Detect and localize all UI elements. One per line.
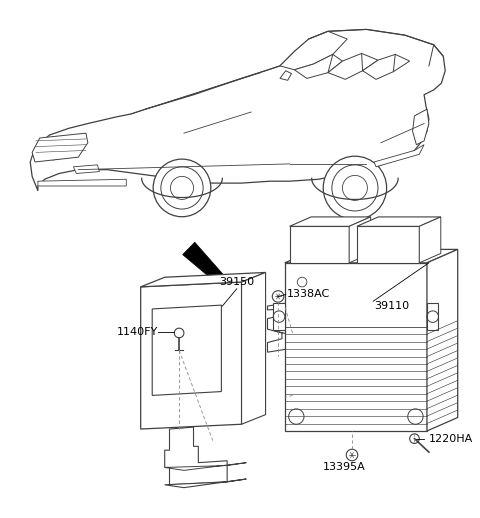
Text: 39110: 39110	[374, 301, 409, 311]
Circle shape	[174, 328, 184, 338]
Polygon shape	[294, 54, 342, 78]
Polygon shape	[427, 303, 439, 330]
Polygon shape	[38, 145, 73, 159]
Text: 1140FY: 1140FY	[117, 327, 158, 337]
Polygon shape	[289, 226, 349, 263]
Polygon shape	[141, 272, 265, 287]
Polygon shape	[362, 54, 409, 79]
Polygon shape	[357, 226, 420, 263]
Text: 13395A: 13395A	[323, 463, 366, 472]
Circle shape	[409, 434, 420, 443]
Text: 1338AC: 1338AC	[287, 289, 330, 298]
Polygon shape	[289, 217, 371, 226]
Polygon shape	[328, 53, 378, 79]
Polygon shape	[412, 109, 429, 145]
Polygon shape	[285, 249, 458, 263]
Polygon shape	[152, 305, 221, 395]
Polygon shape	[267, 302, 291, 352]
Polygon shape	[420, 217, 441, 263]
Polygon shape	[183, 242, 239, 298]
Polygon shape	[32, 133, 88, 162]
Circle shape	[323, 156, 386, 220]
Circle shape	[346, 449, 358, 461]
Polygon shape	[165, 427, 227, 485]
Circle shape	[272, 291, 284, 302]
Circle shape	[153, 159, 211, 217]
Polygon shape	[273, 303, 285, 330]
Polygon shape	[374, 145, 424, 167]
Polygon shape	[285, 263, 427, 431]
Polygon shape	[280, 71, 291, 80]
Text: 39150: 39150	[219, 277, 254, 287]
Polygon shape	[141, 282, 241, 429]
Polygon shape	[357, 217, 441, 226]
Polygon shape	[43, 148, 69, 160]
Polygon shape	[165, 479, 246, 487]
Text: 1220HA: 1220HA	[429, 434, 473, 443]
Polygon shape	[38, 179, 126, 186]
Polygon shape	[30, 30, 445, 191]
Polygon shape	[280, 31, 347, 70]
Polygon shape	[165, 463, 246, 470]
Polygon shape	[427, 249, 458, 431]
Polygon shape	[241, 272, 265, 424]
Polygon shape	[349, 217, 371, 263]
Polygon shape	[73, 165, 99, 174]
